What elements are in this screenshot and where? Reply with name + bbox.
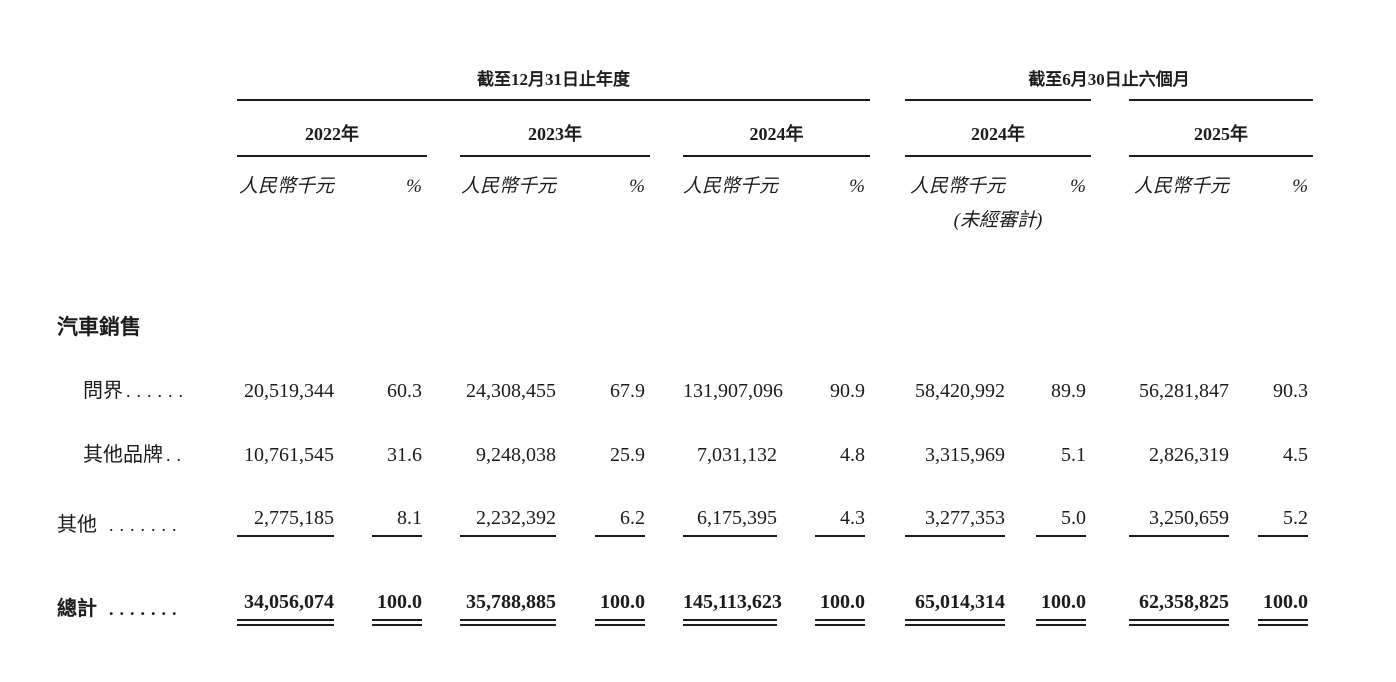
amount-cell: 56,281,847 — [1139, 380, 1229, 402]
year-header-row: 2022年 2023年 2024年 2024年 2025年 — [57, 102, 1314, 157]
pct-cell: 4.8 — [840, 444, 865, 466]
leader-dots: .. — [166, 445, 187, 465]
amount-cell: 3,277,353 — [905, 507, 1005, 537]
amount-cell: 10,761,545 — [244, 444, 334, 466]
table-row-other-brands: 其他品牌.. 10,761,545 31.6 9,248,038 25.9 7,… — [57, 411, 1313, 475]
pct-cell: 5.0 — [1036, 507, 1086, 537]
leader-dots: ....... — [109, 599, 183, 619]
amount-cell: 9,248,038 — [476, 444, 556, 466]
unit-header: 人民幣千元 — [460, 176, 556, 197]
pct-cell: 4.3 — [815, 507, 865, 537]
amount-cell: 3,315,969 — [925, 444, 1005, 466]
note-row: (未經審計) — [57, 200, 1313, 243]
pct-cell: 100.0 — [372, 591, 422, 626]
section-row: 汽車銷售 — [57, 243, 1313, 347]
period-rule-row — [57, 99, 1314, 102]
pct-cell: 5.2 — [1258, 507, 1309, 537]
table-row-aito: 問界...... 20,519,344 60.3 24,308,455 67.9… — [57, 347, 1313, 411]
year-header-col1: 2023年 — [460, 102, 650, 157]
amount-cell: 2,775,185 — [237, 507, 334, 537]
period-header-row: 截至12月31日止年度 截至6月30日止六個月 — [57, 52, 1313, 99]
amount-cell: 58,420,992 — [915, 380, 1005, 402]
amount-cell: 131,907,096 — [683, 380, 783, 402]
amount-cell: 2,232,392 — [460, 507, 556, 537]
pct-cell: 90.9 — [830, 380, 865, 402]
interim-2024-rule — [905, 99, 1091, 101]
pct-cell: 67.9 — [610, 380, 645, 402]
pct-cell: 60.3 — [387, 380, 422, 402]
amount-cell: 20,519,344 — [244, 380, 334, 402]
amount-cell: 3,250,659 — [1129, 507, 1229, 537]
table-row-others: 其他....... 2,775,185 8.1 2,232,392 6.2 6,… — [57, 475, 1313, 543]
pct-cell: 31.6 — [387, 444, 422, 466]
unit-header: 人民幣千元 — [1133, 176, 1229, 197]
year-header-col4: 2025年 — [1129, 102, 1314, 157]
pct-header: % — [629, 176, 645, 197]
pct-header: % — [1292, 176, 1309, 197]
amount-cell: 7,031,132 — [697, 444, 777, 466]
pct-cell: 100.0 — [815, 591, 865, 626]
unaudited-note: (未經審計) — [953, 210, 1043, 231]
year-header-col2: 2024年 — [683, 102, 870, 157]
unit-header: 人民幣千元 — [683, 176, 779, 197]
leader-dots: ....... — [109, 515, 183, 535]
row-label: 其他品牌 — [83, 444, 163, 466]
section-header: 汽車銷售 — [57, 316, 141, 339]
amount-cell: 34,056,074 — [237, 591, 334, 626]
pct-cell: 100.0 — [1258, 591, 1309, 626]
amount-cell: 35,788,885 — [460, 591, 556, 626]
leader-dots: ...... — [126, 381, 189, 401]
interim-2025-rule — [1129, 99, 1314, 101]
pct-cell: 90.3 — [1273, 380, 1309, 402]
pct-cell: 5.1 — [1061, 444, 1086, 466]
amount-cell: 6,175,395 — [683, 507, 777, 537]
amount-cell: 62,358,825 — [1129, 591, 1229, 626]
pct-header: % — [849, 176, 865, 197]
subheader-row: 人民幣千元 % 人民幣千元 % 人民幣千元 % 人民幣千元 % 人民幣千元 % — [57, 156, 1313, 200]
pct-cell: 4.5 — [1283, 444, 1309, 466]
pct-header: % — [1070, 176, 1086, 197]
year-header-col0: 2022年 — [237, 102, 427, 157]
pct-cell: 89.9 — [1051, 380, 1086, 402]
row-label: 問界 — [83, 380, 123, 402]
row-label: 總計 — [57, 598, 97, 620]
financial-table: 截至12月31日止年度 截至6月30日止六個月 2022年 2023年 2024… — [57, 52, 1314, 637]
period-header-interim: 截至6月30日止六個月 — [1028, 70, 1190, 89]
amount-cell: 24,308,455 — [466, 380, 556, 402]
unit-header: 人民幣千元 — [909, 176, 1005, 197]
unit-header: 人民幣千元 — [238, 176, 334, 197]
amount-cell: 2,826,319 — [1149, 444, 1229, 466]
pct-cell: 100.0 — [595, 591, 645, 626]
amount-cell: 65,014,314 — [905, 591, 1005, 626]
pct-cell: 100.0 — [1036, 591, 1086, 626]
period-header-annual: 截至12月31日止年度 — [477, 70, 630, 89]
table-row-total: 總計....... 34,056,074 100.0 35,788,885 10… — [57, 543, 1313, 637]
pct-cell: 8.1 — [372, 507, 422, 537]
pct-cell: 6.2 — [595, 507, 645, 537]
pct-header: % — [406, 176, 422, 197]
row-label: 其他 — [57, 514, 97, 536]
pct-cell: 25.9 — [610, 444, 645, 466]
year-header-col3: 2024年 — [905, 102, 1091, 157]
annual-period-rule — [237, 99, 870, 101]
document-page: 截至12月31日止年度 截至6月30日止六個月 2022年 2023年 2024… — [0, 52, 1396, 682]
amount-cell: 145,113,623 — [683, 591, 782, 626]
